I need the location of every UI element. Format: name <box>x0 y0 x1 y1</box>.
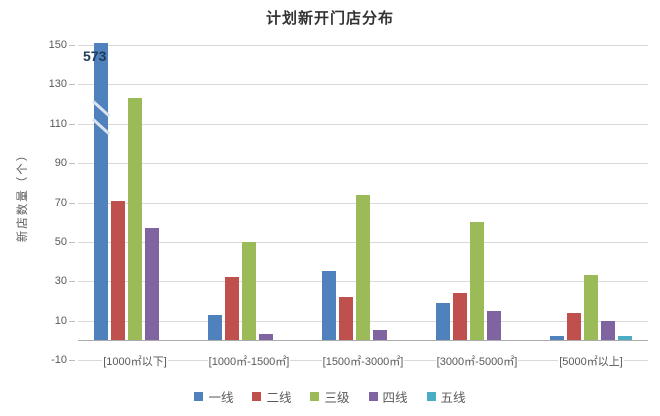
y-tick-mark <box>69 45 75 46</box>
legend-label: 二线 <box>266 391 292 405</box>
plot-area: 150 130 110 90 70 50 30 10 -10 573 <box>49 39 648 366</box>
x-tick-label-0: [1000㎡以下] <box>102 356 168 368</box>
bar-二线-0 <box>111 200 125 341</box>
bar-四线-1 <box>259 334 273 341</box>
y-tick-mark <box>69 202 75 204</box>
y-tick-label: 50 <box>54 235 67 248</box>
legend-swatch <box>426 392 436 401</box>
y-tick-mark <box>69 281 75 283</box>
y-gridline <box>78 84 648 86</box>
bar-一线-3 <box>436 302 450 341</box>
bar-二线-3 <box>453 293 467 341</box>
chart-title: 计划新开门店分布 <box>265 10 394 27</box>
axis-break-mark <box>91 100 111 118</box>
bar-三级-2 <box>356 194 370 341</box>
legend-label: 五线 <box>440 391 466 405</box>
bar-一线-0 <box>91 43 111 341</box>
bar-一线-2 <box>322 271 336 341</box>
legend-item-0: 一线 <box>194 387 233 406</box>
y-tick-mark <box>69 163 75 165</box>
bar-三级-1 <box>242 241 256 341</box>
x-tick-label-2: [1500㎡-3000㎡] <box>321 356 405 368</box>
legend-swatch <box>252 392 262 401</box>
y-tick-label: 70 <box>54 196 67 209</box>
bar-一线-1 <box>208 314 222 341</box>
bar-三级-0 <box>128 98 142 341</box>
y-axis-title: 新店数量（个） <box>17 147 29 243</box>
legend-label: 四线 <box>382 391 408 405</box>
y-tick-mark <box>69 123 75 125</box>
y-tick-label: -10 <box>51 354 67 366</box>
bar-一线-4 <box>550 336 564 341</box>
bar-三级-3 <box>470 222 484 341</box>
y-tick-mark <box>69 84 75 86</box>
x-tick-label-1: [1000㎡-1500㎡] <box>207 356 291 368</box>
y-tick-label: 30 <box>54 275 67 288</box>
x-axis-labels: [1000㎡以下] [1000㎡-1500㎡] [1500㎡-3000㎡] [3000… <box>78 353 648 369</box>
bar-二线-4 <box>567 312 581 341</box>
legend-item-2: 三级 <box>310 387 350 406</box>
legend-item-4: 五线 <box>426 387 466 406</box>
bar-group-2 <box>306 45 420 360</box>
y-tick-label: 90 <box>54 157 67 170</box>
bar-四线-0 <box>145 228 159 341</box>
y-tick-mark <box>69 241 75 243</box>
legend-swatch <box>310 392 320 401</box>
y-tick-label: 110 <box>49 117 67 130</box>
bar-二线-2 <box>339 297 353 341</box>
y-tick-label: 150 <box>48 39 67 51</box>
y-gridline <box>78 123 648 125</box>
y-tick-mark <box>69 320 75 322</box>
x-axis-line <box>78 340 648 342</box>
bar-四线-4 <box>601 320 615 341</box>
legend-swatch <box>368 392 378 401</box>
y-tick-mark <box>69 360 75 361</box>
axis-break-mark <box>91 118 111 136</box>
bar-group-4 <box>534 45 648 360</box>
y-gridline <box>78 163 648 165</box>
y-tick-label: 130 <box>48 78 67 91</box>
bar-四线-2 <box>373 330 387 341</box>
bar-groups: 573 <box>78 43 648 360</box>
legend-item-1: 二线 <box>252 387 291 406</box>
legend-label: 三级 <box>324 391 350 405</box>
x-tick-label-3: [3000㎡-5000㎡] <box>435 356 519 368</box>
x-tick-label-4: [5000㎡以上] <box>558 356 624 368</box>
clipped-bar-value-label: 573 <box>83 48 107 64</box>
bar-二线-1 <box>225 277 239 341</box>
bar-group-3 <box>420 45 534 360</box>
bar-group-0: 573 <box>78 43 192 360</box>
y-gridline <box>78 45 648 46</box>
y-tick-label: 10 <box>54 314 67 327</box>
bar-五线-4 <box>618 336 632 341</box>
bar-三级-4 <box>584 275 598 341</box>
legend-item-3: 四线 <box>368 387 408 406</box>
bar-四线-3 <box>487 310 501 341</box>
legend-label: 一线 <box>208 391 234 405</box>
bar-group-1 <box>192 45 306 360</box>
legend: 一线 二线 三级 四线 五线 <box>0 387 660 406</box>
legend-swatch <box>194 392 204 401</box>
